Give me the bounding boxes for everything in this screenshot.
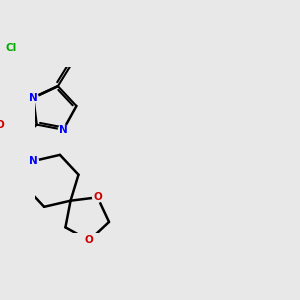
Text: N: N: [59, 125, 68, 135]
Text: Cl: Cl: [6, 43, 17, 53]
Text: O: O: [85, 236, 94, 245]
Circle shape: [28, 93, 38, 103]
Circle shape: [58, 125, 68, 135]
Text: O: O: [0, 120, 4, 130]
Circle shape: [28, 156, 38, 166]
Circle shape: [4, 41, 18, 55]
Circle shape: [93, 192, 102, 202]
Text: N: N: [29, 93, 38, 103]
Circle shape: [84, 236, 94, 245]
Text: O: O: [93, 192, 102, 202]
Circle shape: [0, 120, 5, 130]
Text: N: N: [29, 156, 38, 166]
